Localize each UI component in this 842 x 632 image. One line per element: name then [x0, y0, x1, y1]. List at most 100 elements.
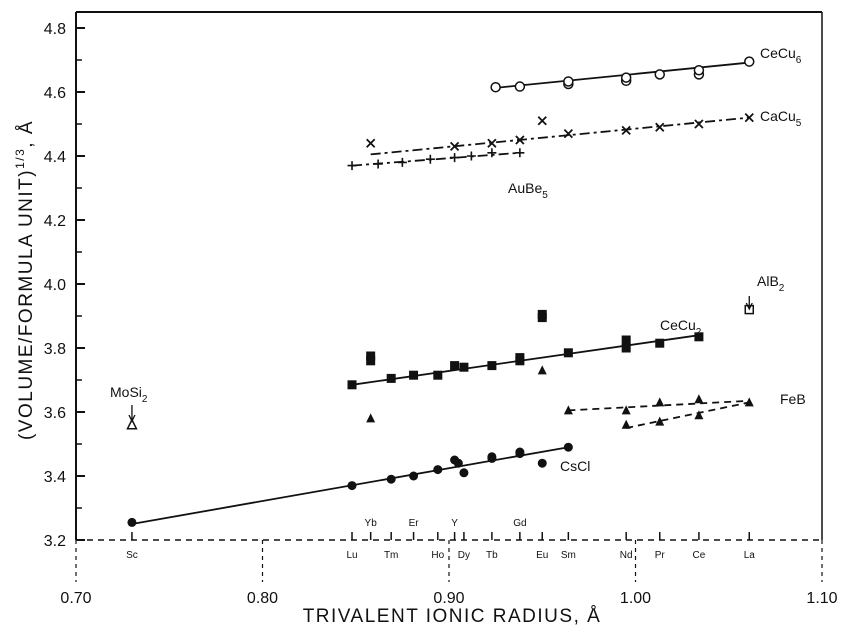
data-point	[654, 69, 665, 80]
y-tick-label: 3.8	[44, 341, 66, 358]
series-label: FeB	[780, 391, 806, 407]
data-point	[620, 72, 632, 83]
data-point	[487, 361, 497, 371]
element-label: Er	[409, 518, 420, 529]
data-point	[366, 413, 376, 423]
data-point	[563, 128, 573, 139]
data-point	[433, 465, 443, 475]
data-point	[655, 397, 665, 407]
data-point	[347, 380, 357, 390]
y-tick-label: 4.8	[44, 21, 66, 38]
element-label: Pr	[655, 550, 666, 561]
series-label: MoSi2	[110, 384, 148, 405]
element-label: Tb	[486, 550, 498, 561]
data-point	[563, 405, 573, 415]
data-point	[537, 458, 547, 468]
data-point	[409, 471, 419, 481]
series-label: AlB2	[757, 273, 785, 294]
series-labels: CeCu6 CaCu5 AuBe5 CeCu2 FeB CsCl MoSi2 AlB2	[110, 45, 806, 474]
data-point	[515, 148, 525, 158]
data-point	[366, 356, 376, 366]
data-point	[126, 418, 138, 430]
data-point	[563, 442, 573, 452]
data-point	[693, 64, 705, 76]
axis-ticks: 3.2 3.4 3.6 3.8 4.0 4.2 4.4 4.6 4.8 0.70 0.80 0.90 1…	[44, 21, 838, 607]
data-point	[621, 419, 631, 429]
data-point	[514, 81, 526, 92]
x-tick-label: 1.10	[806, 590, 837, 607]
data-point	[655, 338, 665, 348]
data-point	[515, 135, 525, 145]
data-point	[347, 481, 357, 491]
data-point	[537, 116, 547, 126]
x-axis-title: TRIVALENT IONIC RADIUS, Å	[303, 606, 602, 627]
y-tick-label: 3.2	[44, 533, 66, 550]
element-label: Nd	[620, 550, 633, 561]
element-label: Lu	[346, 550, 357, 561]
element-label: Y	[451, 518, 458, 529]
series-label: AuBe5	[508, 180, 548, 201]
data-point	[386, 373, 396, 383]
x-tick-label: 0.80	[247, 590, 278, 607]
data-point	[453, 458, 463, 468]
data-point	[694, 119, 704, 129]
data-point	[386, 474, 396, 484]
data-point	[621, 405, 631, 415]
data-point	[459, 362, 469, 372]
series-label: CeCu6	[760, 45, 802, 66]
fit-lines	[131, 61, 750, 525]
data-point	[621, 343, 631, 353]
data-point	[744, 397, 754, 407]
data-point	[409, 370, 419, 380]
data-point	[433, 370, 443, 380]
data-point	[655, 122, 665, 132]
data-point	[694, 410, 704, 420]
fit-line	[370, 116, 750, 156]
element-label: Yb	[365, 518, 378, 529]
data-point	[450, 153, 460, 163]
x-tick-label: 0.90	[433, 590, 464, 607]
arrow	[128, 405, 136, 423]
data-point	[487, 148, 497, 158]
arrow	[745, 296, 753, 311]
series-label: CaCu5	[760, 108, 802, 129]
fit-line	[351, 334, 700, 386]
element-label: Dy	[458, 550, 470, 561]
data-point	[744, 56, 755, 67]
data-points	[126, 56, 755, 527]
x-tick-label: 1.00	[620, 590, 651, 607]
y-tick-label: 4.0	[44, 277, 66, 294]
data-point	[563, 76, 574, 87]
element-label: Ce	[693, 550, 706, 561]
y-tick-label: 4.6	[44, 85, 66, 102]
y-tick-label: 3.6	[44, 405, 66, 422]
element-label: Eu	[536, 550, 548, 561]
data-point	[373, 159, 383, 169]
data-point	[487, 138, 497, 148]
data-point	[563, 348, 573, 358]
element-label: Tm	[384, 550, 398, 561]
data-point	[621, 335, 631, 345]
data-point	[450, 361, 460, 371]
data-point	[425, 154, 435, 164]
data-point	[366, 351, 376, 361]
data-point	[466, 151, 476, 161]
data-point	[694, 394, 704, 404]
y-tick-label: 3.4	[44, 469, 66, 486]
element-label: Sm	[561, 550, 576, 561]
y-axis-title: (VOLUME/FORMULA UNIT)1/3, Å	[13, 120, 37, 440]
element-label: Gd	[513, 518, 526, 529]
element-label: Sc	[126, 550, 138, 561]
series-label: CeCu2	[660, 317, 702, 338]
data-point	[127, 517, 137, 527]
data-point	[744, 112, 754, 123]
data-point	[449, 141, 460, 152]
fit-line	[625, 401, 750, 429]
data-point	[487, 452, 497, 462]
data-point	[397, 157, 407, 167]
y-tick-label: 4.2	[44, 213, 66, 230]
data-point	[459, 468, 469, 478]
data-point	[347, 161, 357, 171]
series-label: CsCl	[560, 458, 590, 474]
